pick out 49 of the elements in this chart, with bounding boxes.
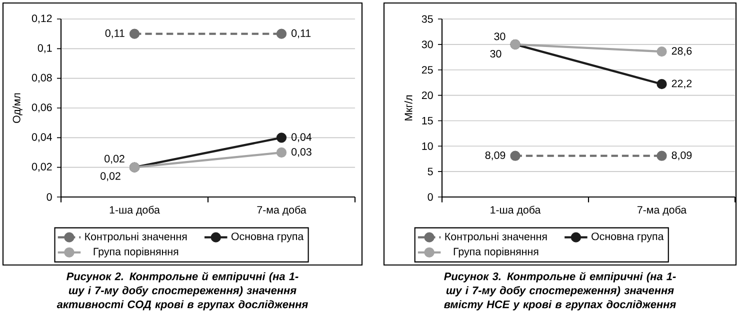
y-axis-title: Од/мл [12, 93, 22, 123]
point [276, 28, 287, 39]
data-label: 0,03 [292, 148, 312, 157]
y-axis-title: Мкг/л [404, 95, 412, 120]
point [276, 132, 287, 143]
y-tick-label: 20 [422, 92, 433, 100]
y-tick-label: 15 [422, 116, 433, 124]
y-tick-label: 0,02 [32, 162, 52, 172]
y-tick-label: 35 [422, 15, 433, 23]
legend-label: Основна група [592, 232, 664, 242]
y-tick-label: 30 [422, 40, 433, 48]
y-tick-label: 0 [428, 193, 433, 201]
x-tick-label: 7-ма доба [637, 206, 687, 216]
legend-label: Контрольні значення [85, 232, 187, 242]
data-label: 0,11 [105, 29, 124, 38]
legend-label: Основна група [231, 232, 304, 242]
data-label: 28,6 [672, 47, 692, 56]
legend-label: Група порівняння [94, 248, 178, 258]
text: Рисунок 2. Контрольне й емпіричні (на 1-шу і 7-му добу спостереження) значення активності СОД крові в групах дослідження [56, 272, 308, 310]
data-label: 0,11 [292, 29, 311, 38]
point [656, 79, 667, 90]
y-tick-label: 0,1 [38, 44, 52, 54]
y-tick-label: 0,08 [32, 74, 52, 83]
y-tick-label: 0,04 [32, 133, 52, 142]
legend-label: Група порівняння [454, 248, 538, 258]
y-tick-label: 0,06 [32, 104, 52, 112]
y-tick-label: 0,12 [32, 14, 52, 24]
legend-label: Контрольні значення [445, 232, 547, 242]
point [656, 150, 667, 161]
data-label: 8,09 [485, 151, 506, 160]
x-tick-label: 1-ша доба [110, 206, 160, 216]
x-tick-label: 1-ша доба [490, 206, 541, 216]
point [656, 46, 667, 57]
point [276, 147, 287, 158]
y-tick-label: 10 [422, 142, 433, 150]
data-label: 8,09 [672, 151, 692, 160]
y-tick-label: 25 [422, 66, 433, 74]
text: Рисунок 3. Контрольне й емпіричні (на 1-шу і 7-му добу спостереження) значення вмісту НСЕ у крові в групах дослідження [444, 272, 676, 310]
y-tick-label: 0 [46, 193, 52, 201]
x-tick-label: 7-ма доба [257, 206, 306, 216]
data-label: 22,2 [672, 80, 692, 88]
data-label: 30 [494, 32, 506, 40]
data-label: 0,04 [292, 133, 312, 142]
data-label: 0,02 [100, 172, 120, 182]
data-label: 0,02 [104, 154, 124, 164]
point [129, 28, 140, 39]
data-label: 30 [490, 50, 502, 58]
y-tick-label: 5 [428, 168, 433, 176]
point [510, 150, 520, 161]
